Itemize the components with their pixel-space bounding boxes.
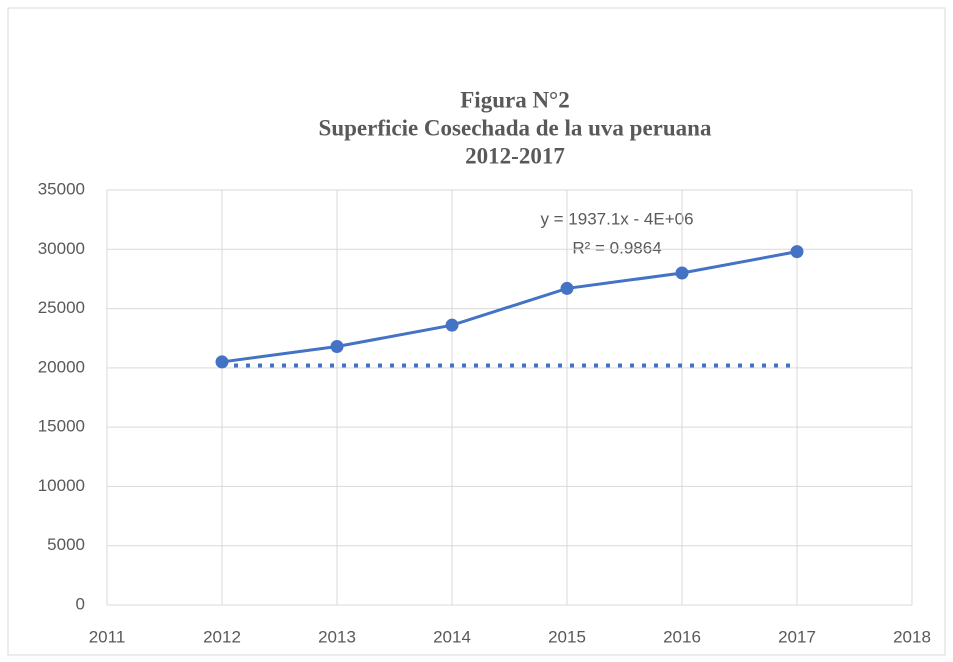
marker: [790, 245, 804, 259]
marker: [560, 281, 574, 295]
chart-border: [7, 7, 946, 656]
x-tick-label: 2014: [433, 627, 471, 646]
y-tick-label: 10000: [38, 476, 85, 495]
chart-title: Figura N°2: [460, 87, 570, 112]
trendline-equation: y = 1937.1x - 4E+06: [540, 209, 693, 228]
y-tick-label: 15000: [38, 417, 85, 436]
line: [221, 250, 798, 364]
x-tick-label: 2012: [203, 627, 241, 646]
x-tick-label: 2015: [548, 627, 586, 646]
trendline-r-squared: R² = 0.9864: [572, 238, 661, 257]
y-tick-label: 35000: [38, 179, 85, 198]
y-tick-label: 5000: [47, 535, 85, 554]
marker: [675, 266, 689, 280]
chart-title: 2012-2017: [465, 143, 565, 168]
y-tick-label: 20000: [38, 357, 85, 376]
y-tick-label: 30000: [38, 239, 85, 258]
marker: [330, 340, 344, 354]
x-tick-label: 2017: [778, 627, 816, 646]
marker: [445, 318, 459, 332]
x-tick-label: 2018: [893, 627, 931, 646]
x-tick-label: 2016: [663, 627, 701, 646]
y-tick-label: 0: [76, 594, 85, 613]
marker: [215, 355, 229, 369]
x-tick-label: 2011: [89, 627, 126, 646]
chart-title: Superficie Cosechada de la uva peruana: [319, 115, 712, 140]
x-tick-label: 2013: [318, 627, 356, 646]
y-tick-label: 25000: [38, 298, 85, 317]
